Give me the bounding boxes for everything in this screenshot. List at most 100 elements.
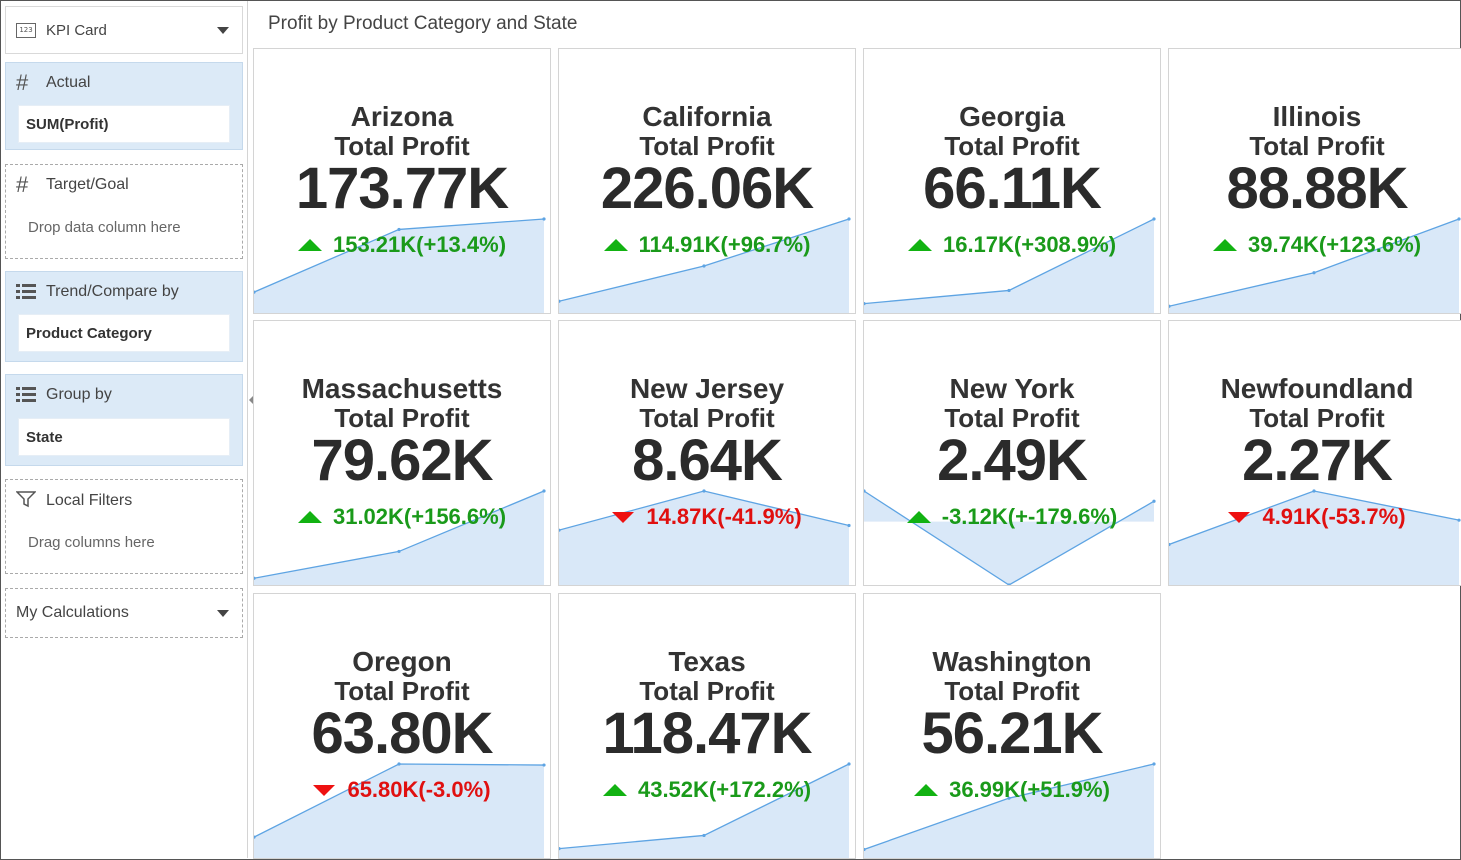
trend-sparkline [254, 217, 546, 313]
list-icon [16, 282, 40, 302]
kpi-metric-label: Total Profit [1249, 131, 1385, 161]
kpi-value: 2.27K [1242, 428, 1393, 493]
kpi-state-name: Texas [668, 646, 746, 677]
sparkline-point[interactable] [847, 523, 851, 528]
sparkline-point[interactable] [559, 847, 561, 851]
sparkline-point[interactable] [702, 833, 706, 838]
sparkline-point[interactable] [864, 302, 866, 306]
sparkline-point[interactable] [864, 847, 866, 852]
sparkline-point[interactable] [1312, 271, 1316, 275]
chevron-down-icon[interactable] [217, 26, 229, 34]
kpi-state-name: Washington [932, 646, 1092, 677]
viz-type-selector[interactable]: 123 KPI Card [5, 6, 243, 54]
kpi-card[interactable]: New Jersey Total Profit 8.64K 14.87K(-41.9%… [558, 320, 856, 586]
sparkline-area [559, 764, 849, 858]
triangle-down-icon [313, 784, 336, 796]
sparkline-point[interactable] [1457, 217, 1461, 221]
sparkline-point[interactable] [1007, 796, 1011, 800]
sparkline-point[interactable] [1152, 499, 1156, 503]
local-filters-well[interactable]: Local Filters Drag columns here [5, 479, 243, 574]
sparkline-point[interactable] [1152, 762, 1156, 766]
sparkline-area [254, 764, 544, 858]
viz-type-label: KPI Card [46, 21, 107, 39]
triangle-up-icon [907, 239, 932, 251]
triangle-down-icon [1228, 511, 1251, 523]
sparkline-point[interactable] [542, 763, 546, 767]
kpi-card-icon: 123 [16, 22, 36, 38]
kpi-card[interactable]: Washington Total Profit 56.21K 36.99K(+51.9… [863, 593, 1161, 859]
actual-column-chip[interactable]: SUM(Profit) [18, 105, 230, 143]
sparkline-point[interactable] [1169, 542, 1171, 547]
trend-sparkline [1169, 217, 1461, 313]
triangle-up-icon [906, 511, 931, 523]
kpi-card[interactable]: Massachusetts Total Profit 79.62K 31.02K(+1… [253, 320, 551, 586]
sparkline-point[interactable] [1152, 217, 1156, 221]
kpi-delta-text: 31.02K(+156.6%) [332, 504, 507, 529]
actual-well[interactable]: # Actual SUM(Profit) [5, 62, 243, 150]
sparkline-point[interactable] [542, 217, 546, 221]
kpi-value: 173.77K [295, 156, 509, 221]
kpi-state-name: Massachusetts [301, 373, 503, 404]
my-calculations-dropdown[interactable]: My Calculations [5, 588, 243, 638]
group-column-chip[interactable]: State [18, 418, 230, 456]
kpi-card[interactable]: Illinois Total Profit 88.88K 39.74K(+123.6%… [1168, 48, 1461, 314]
sparkline-point[interactable] [1007, 583, 1011, 586]
kpi-delta: 114.91K(+96.7%) [559, 232, 855, 258]
trend-column-chip[interactable]: Product Category [18, 314, 230, 352]
triangle-up-icon [914, 784, 939, 796]
kpi-value: 8.64K [632, 428, 783, 493]
group-by-well[interactable]: Group by State [5, 374, 243, 466]
sparkline-point[interactable] [542, 489, 546, 493]
trend-sparkline [864, 762, 1156, 858]
sparkline-point[interactable] [1169, 304, 1171, 308]
kpi-state-name: Illinois [1272, 101, 1362, 132]
kpi-value: 79.62K [311, 428, 493, 493]
sparkline-point[interactable] [254, 835, 256, 839]
sparkline-point[interactable] [847, 217, 851, 221]
chevron-down-icon[interactable] [217, 609, 229, 617]
kpi-card[interactable]: Arizona Total Profit 173.77K 153.21K(+13.4%… [253, 48, 551, 314]
actual-well-label: Actual [46, 74, 91, 91]
sparkline-point[interactable] [1312, 489, 1316, 493]
kpi-value: 63.80K [311, 701, 493, 766]
list-icon [16, 385, 40, 405]
kpi-delta: 14.87K(-41.9%) [559, 504, 855, 530]
sparkline-area [864, 219, 1154, 313]
sparkline-point[interactable] [397, 549, 401, 554]
my-calculations-label: My Calculations [16, 604, 129, 621]
kpi-card[interactable]: Oregon Total Profit 63.80K 65.80K(-3.0%) [253, 593, 551, 859]
kpi-card[interactable]: New York Total Profit 2.49K -3.12K(+-179.6%… [863, 320, 1161, 586]
sparkline-area [254, 219, 544, 313]
sparkline-point[interactable] [254, 290, 256, 294]
kpi-card[interactable]: Georgia Total Profit 66.11K 16.17K(+308.9%) [863, 48, 1161, 314]
kpi-card[interactable]: Newfoundland Total Profit 2.27K 4.91K(-53.7… [1168, 320, 1461, 586]
kpi-value: 118.47K [602, 701, 812, 766]
sparkline-point[interactable] [864, 489, 866, 493]
kpi-delta-text: 39.74K(+123.6%) [1247, 232, 1422, 257]
collapse-panel-icon[interactable] [249, 394, 255, 406]
kpi-state-name: New Jersey [629, 373, 785, 404]
sparkline-point[interactable] [559, 528, 561, 532]
sparkline-point[interactable] [397, 762, 401, 766]
sparkline-point[interactable] [397, 227, 401, 232]
trend-compare-well[interactable]: Trend/Compare by Product Category [5, 271, 243, 362]
kpi-delta-text: 65.80K(-3.0%) [347, 777, 491, 802]
kpi-state-name: New York [949, 373, 1075, 404]
kpi-delta-text: 114.91K(+96.7%) [638, 232, 811, 257]
sparkline-point[interactable] [702, 264, 706, 268]
trend-sparkline [1169, 489, 1461, 585]
kpi-state-name: Oregon [352, 646, 452, 677]
kpi-card[interactable]: California Total Profit 226.06K 114.91K(+96… [558, 48, 856, 314]
sparkline-point[interactable] [702, 489, 706, 493]
sparkline-point[interactable] [254, 576, 256, 580]
sparkline-point[interactable] [847, 762, 851, 766]
kpi-metric-label: Total Profit [334, 131, 470, 161]
kpi-delta: 39.74K(+123.6%) [1169, 232, 1461, 258]
sparkline-point[interactable] [1007, 288, 1011, 293]
sparkline-point[interactable] [559, 299, 561, 303]
sparkline-point[interactable] [1457, 518, 1461, 522]
target-well[interactable]: # Target/Goal Drop data column here [5, 164, 243, 259]
kpi-card[interactable]: Texas Total Profit 118.47K 43.52K(+172.2%) [558, 593, 856, 859]
kpi-value: 66.11K [923, 156, 1102, 221]
triangle-up-icon [1212, 239, 1237, 251]
